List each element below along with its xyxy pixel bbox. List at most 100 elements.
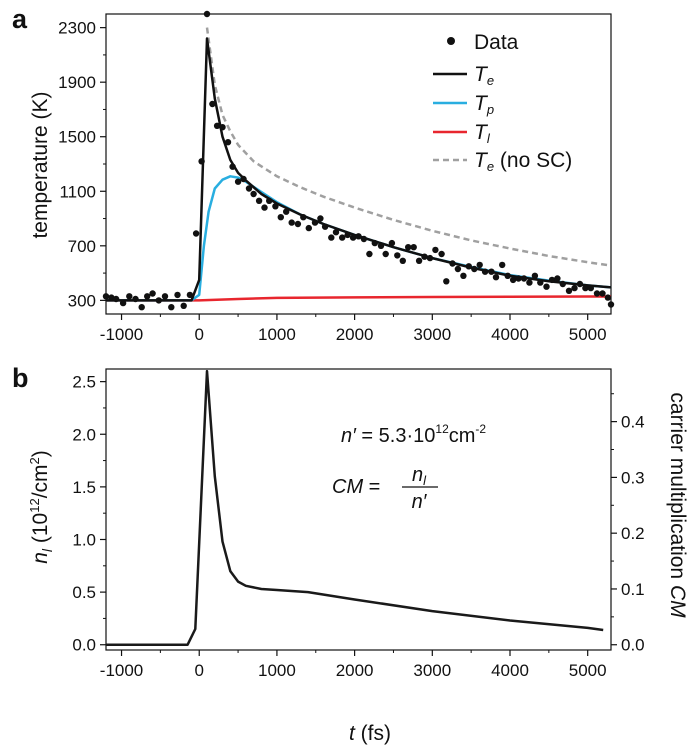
data-point: [149, 290, 156, 297]
b-y-tick-label: 2.5: [72, 373, 96, 392]
data-point: [328, 234, 335, 241]
data-point: [272, 203, 279, 210]
data-point: [543, 283, 550, 290]
data-point: [266, 197, 273, 204]
legend-tp-label: Tp: [474, 92, 494, 117]
data-point: [311, 219, 319, 226]
data-point: [382, 250, 389, 258]
data-point: [126, 293, 133, 300]
b-x-tick-label: 4000: [491, 661, 529, 680]
data-point: [300, 214, 307, 221]
data-point: [234, 178, 242, 185]
data-point: [492, 274, 500, 281]
data-point: [344, 231, 351, 239]
panel-b-plot-frame: [105, 368, 612, 651]
data-point: [161, 293, 169, 300]
data-point: [515, 275, 522, 282]
data-point: [565, 287, 573, 294]
data-point: [405, 244, 412, 251]
b-right-y-tick-label: 0.0: [621, 636, 645, 655]
a-x-tick-label: -1000: [100, 325, 143, 344]
data-point: [531, 272, 539, 279]
data-point: [432, 246, 439, 254]
cm-numerator: nl: [412, 464, 427, 488]
data-point: [571, 284, 578, 292]
data-point: [559, 280, 566, 288]
data-point: [593, 290, 601, 297]
b-x-tick-label: 0: [194, 661, 203, 680]
data-point: [229, 163, 236, 170]
data-point: [599, 290, 606, 297]
data-point: [288, 219, 295, 226]
data-point: [537, 279, 544, 286]
data-point: [213, 122, 221, 129]
b-x-tick-label: -1000: [100, 661, 143, 680]
data-point: [607, 301, 615, 308]
data-point: [317, 215, 324, 222]
data-point: [119, 299, 127, 307]
data-point: [219, 124, 226, 131]
data-point: [410, 244, 417, 251]
data-point: [294, 220, 302, 228]
data-point: [415, 257, 423, 264]
data-point: [209, 100, 216, 108]
data-point: [481, 268, 489, 275]
data-point: [449, 260, 456, 267]
panel-a-letter: a: [12, 4, 28, 34]
data-point: [509, 276, 517, 284]
a-y-tick-label: 300: [68, 291, 96, 310]
data-point: [465, 263, 472, 270]
data-point: [471, 265, 478, 273]
b-right-y-tick-label: 0.3: [621, 468, 645, 487]
data-point: [443, 278, 450, 285]
data-point: [174, 291, 181, 299]
panel-b-y-ticks: 0.0 0.5 1.0 1.5 2.0 2.5: [72, 373, 106, 655]
panel-a: a 300 700 1100 1500 1900 2300 -1000 0 1000 2000 3…: [12, 4, 615, 344]
b-x-tick-label: 1000: [258, 661, 296, 680]
data-point: [138, 304, 145, 311]
data-point: [144, 293, 151, 300]
data-point: [283, 208, 290, 215]
data-point: [261, 204, 268, 211]
series-nl-line: [106, 369, 604, 646]
data-point: [499, 261, 506, 269]
series-te-nosc-line: [205, 27, 612, 267]
panel-a-legend: Data Te Tp Tl Te (no SC): [433, 31, 572, 174]
data-point: [399, 257, 406, 264]
panel-b-right-y-ticks: 0.0 0.1 0.2 0.3 0.4: [611, 393, 645, 655]
legend-tl-label: Tl: [474, 121, 491, 146]
data-point: [198, 158, 205, 165]
panel-a-scatter-points: [102, 10, 615, 311]
data-point: [186, 291, 194, 299]
panel-b: b 0.0 0.5 1.0 1.5 2.0 2.5 0.0 0.1 0.2 0.3 0.4 -10…: [12, 363, 689, 745]
data-point: [349, 234, 357, 241]
panel-b-y-axis-label: nl (1012/cm2): [27, 450, 55, 564]
data-point: [576, 280, 584, 288]
data-point: [277, 214, 284, 221]
a-x-tick-label: 5000: [569, 325, 607, 344]
b-y-tick-label: 0.0: [72, 636, 96, 655]
data-point: [180, 302, 187, 309]
data-point: [388, 239, 396, 247]
data-point: [520, 275, 528, 282]
b-y-tick-label: 0.5: [72, 583, 96, 602]
data-point: [504, 272, 511, 279]
data-point: [102, 293, 110, 300]
data-point: [155, 297, 162, 304]
b-right-y-tick-label: 0.4: [621, 413, 645, 432]
data-point: [168, 304, 175, 311]
data-point: [132, 295, 139, 303]
data-point: [587, 284, 594, 292]
data-point: [250, 190, 257, 198]
data-point: [203, 10, 211, 18]
a-y-tick-label: 1900: [58, 73, 96, 92]
data-point: [476, 261, 483, 269]
data-point: [305, 224, 312, 232]
panel-b-right-y-axis-label: carrier multiplication CM: [666, 392, 689, 618]
cm-lhs: CM =: [332, 476, 380, 498]
data-point: [604, 294, 612, 301]
data-point: [394, 252, 401, 259]
a-y-tick-label: 1500: [58, 128, 96, 147]
data-point: [526, 279, 533, 286]
